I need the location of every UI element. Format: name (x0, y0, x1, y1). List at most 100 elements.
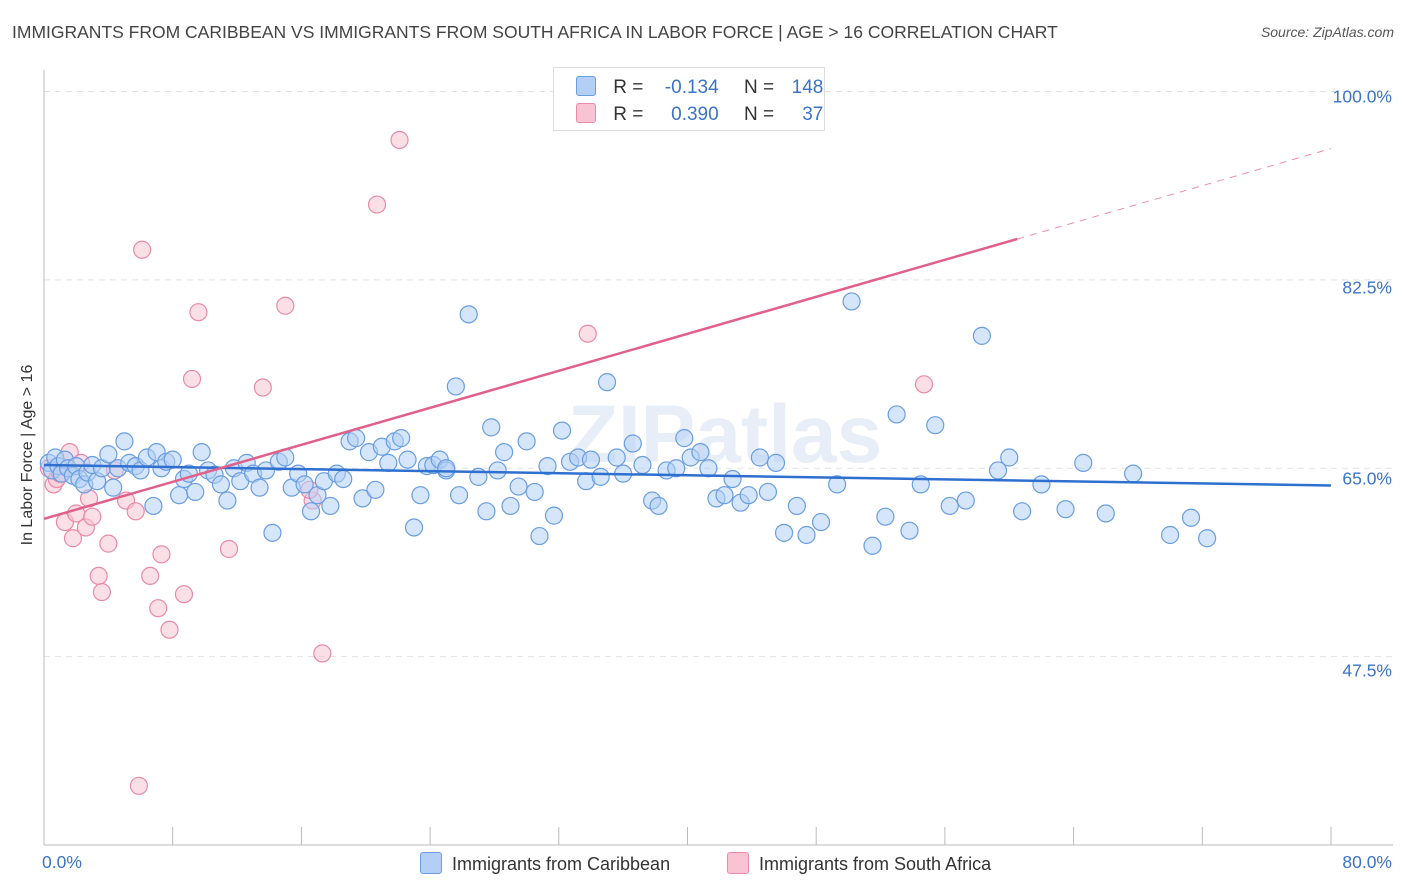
south-africa-point (914, 375, 934, 394)
caribbean-point (649, 496, 668, 516)
legend-row-south-africa: R = 0.390 N = 37 (576, 103, 823, 126)
caribbean-point (295, 475, 314, 494)
south-africa-point (152, 545, 171, 564)
caribbean-point (552, 421, 572, 440)
south-africa-point (141, 566, 160, 586)
caribbean-point (766, 453, 786, 472)
caribbean-point (1198, 529, 1217, 548)
caribbean-point (144, 496, 163, 516)
caribbean-point (115, 432, 134, 451)
caribbean-point (797, 525, 816, 545)
south-africa-point (276, 296, 295, 315)
x-tick-label: 0.0% (42, 852, 82, 872)
caribbean-point (633, 455, 652, 475)
south-africa-point (313, 644, 332, 663)
caribbean-point (887, 405, 906, 424)
caribbean-point (517, 432, 536, 451)
caribbean-point (525, 482, 544, 502)
caribbean-point (501, 496, 520, 516)
caribbean-point (163, 450, 182, 469)
caribbean-trend-line (43, 463, 1332, 487)
bottom-legend-label: Immigrants from South Africa (759, 854, 992, 874)
x-tick-label: 80.0% (1342, 852, 1392, 872)
caribbean-point (404, 518, 424, 537)
caribbean-point (1000, 448, 1019, 467)
chart-title: IMMIGRANTS FROM CARIBBEAN VS IMMIGRANTS … (12, 22, 1058, 42)
caribbean-point (1124, 464, 1143, 483)
caribbean-point (811, 512, 831, 532)
south-africa-point (219, 539, 239, 559)
caribbean-point (250, 478, 269, 497)
grid-lines (44, 91, 1393, 658)
caribbean-point (366, 480, 385, 499)
caribbean-point (263, 523, 282, 542)
caribbean-point (597, 373, 617, 392)
bottom-legend-swatch-blue (420, 852, 442, 874)
south-africa-point (126, 502, 145, 521)
legend-r-value: -0.134 (664, 77, 719, 98)
legend-r-label: R = (613, 104, 644, 125)
south-africa-point (189, 303, 208, 322)
caribbean-point (446, 377, 465, 396)
caribbean-point (104, 478, 123, 497)
south-africa-point (92, 582, 112, 602)
caribbean-point (538, 457, 557, 476)
caribbean-point (691, 443, 710, 462)
caribbean-point (1096, 504, 1115, 523)
caribbean-point (544, 506, 564, 525)
caribbean-point (192, 443, 211, 462)
caribbean-point (1161, 525, 1180, 545)
south-africa-point (578, 324, 597, 343)
caribbean-point (459, 305, 478, 324)
caribbean-point (321, 496, 340, 516)
south-africa-point (133, 240, 152, 259)
caribbean-point (667, 459, 686, 478)
bottom-legend-swatch-pink (727, 852, 749, 874)
bottom-legend-south-africa: Immigrants from South Africa (727, 852, 991, 875)
south-africa-point (390, 130, 409, 150)
south-africa-point (160, 620, 179, 639)
caribbean-point (392, 429, 411, 448)
south-africa-point (83, 507, 102, 526)
caribbean-point (607, 448, 626, 467)
caribbean-point (900, 521, 919, 540)
legend-n-value: 148 (791, 77, 824, 98)
caribbean-point (787, 496, 806, 516)
caribbean-point (334, 469, 353, 489)
stats-legend: R = -0.134 N = 148 R = 0.390 N = 37 (553, 67, 825, 131)
caribbean-point (211, 475, 231, 494)
caribbean-point (876, 507, 895, 526)
caribbean-point (623, 434, 642, 453)
caribbean-point (774, 523, 794, 542)
caribbean-point (495, 443, 514, 462)
y-tick-label: 82.5% (1342, 277, 1392, 298)
caribbean-point (379, 453, 398, 472)
source-label: Source: ZipAtlas.com (1260, 24, 1394, 40)
trend-lines (43, 148, 1332, 521)
legend-swatch-blue (576, 76, 596, 96)
caribbean-point (1056, 500, 1075, 519)
caribbean-point (1074, 453, 1093, 472)
south-africa-point (63, 529, 83, 548)
south-africa-trend-line (43, 237, 1018, 521)
legend-r-value: 0.390 (671, 104, 719, 125)
y-tick-label: 65.0% (1342, 468, 1392, 489)
legend-row-caribbean: R = -0.134 N = 148 (576, 76, 823, 99)
south-africa-point (174, 585, 194, 604)
legend-r-label: R = (613, 77, 644, 98)
caribbean-point (940, 496, 959, 516)
caribbean-point (723, 469, 742, 489)
legend-n-label: N = (743, 77, 775, 98)
caribbean-point (256, 461, 276, 480)
south-africa-point (149, 599, 168, 618)
caribbean-point (1013, 502, 1032, 521)
caribbean-point (715, 486, 734, 505)
caribbean-point (739, 486, 758, 505)
caribbean-point (988, 461, 1008, 480)
caribbean-point (581, 450, 601, 469)
caribbean-point (926, 416, 945, 435)
south-africa-point (129, 776, 149, 795)
legend-n-value: 37 (802, 104, 824, 125)
south-africa-point (182, 369, 202, 389)
legend-n-label: N = (743, 104, 775, 125)
